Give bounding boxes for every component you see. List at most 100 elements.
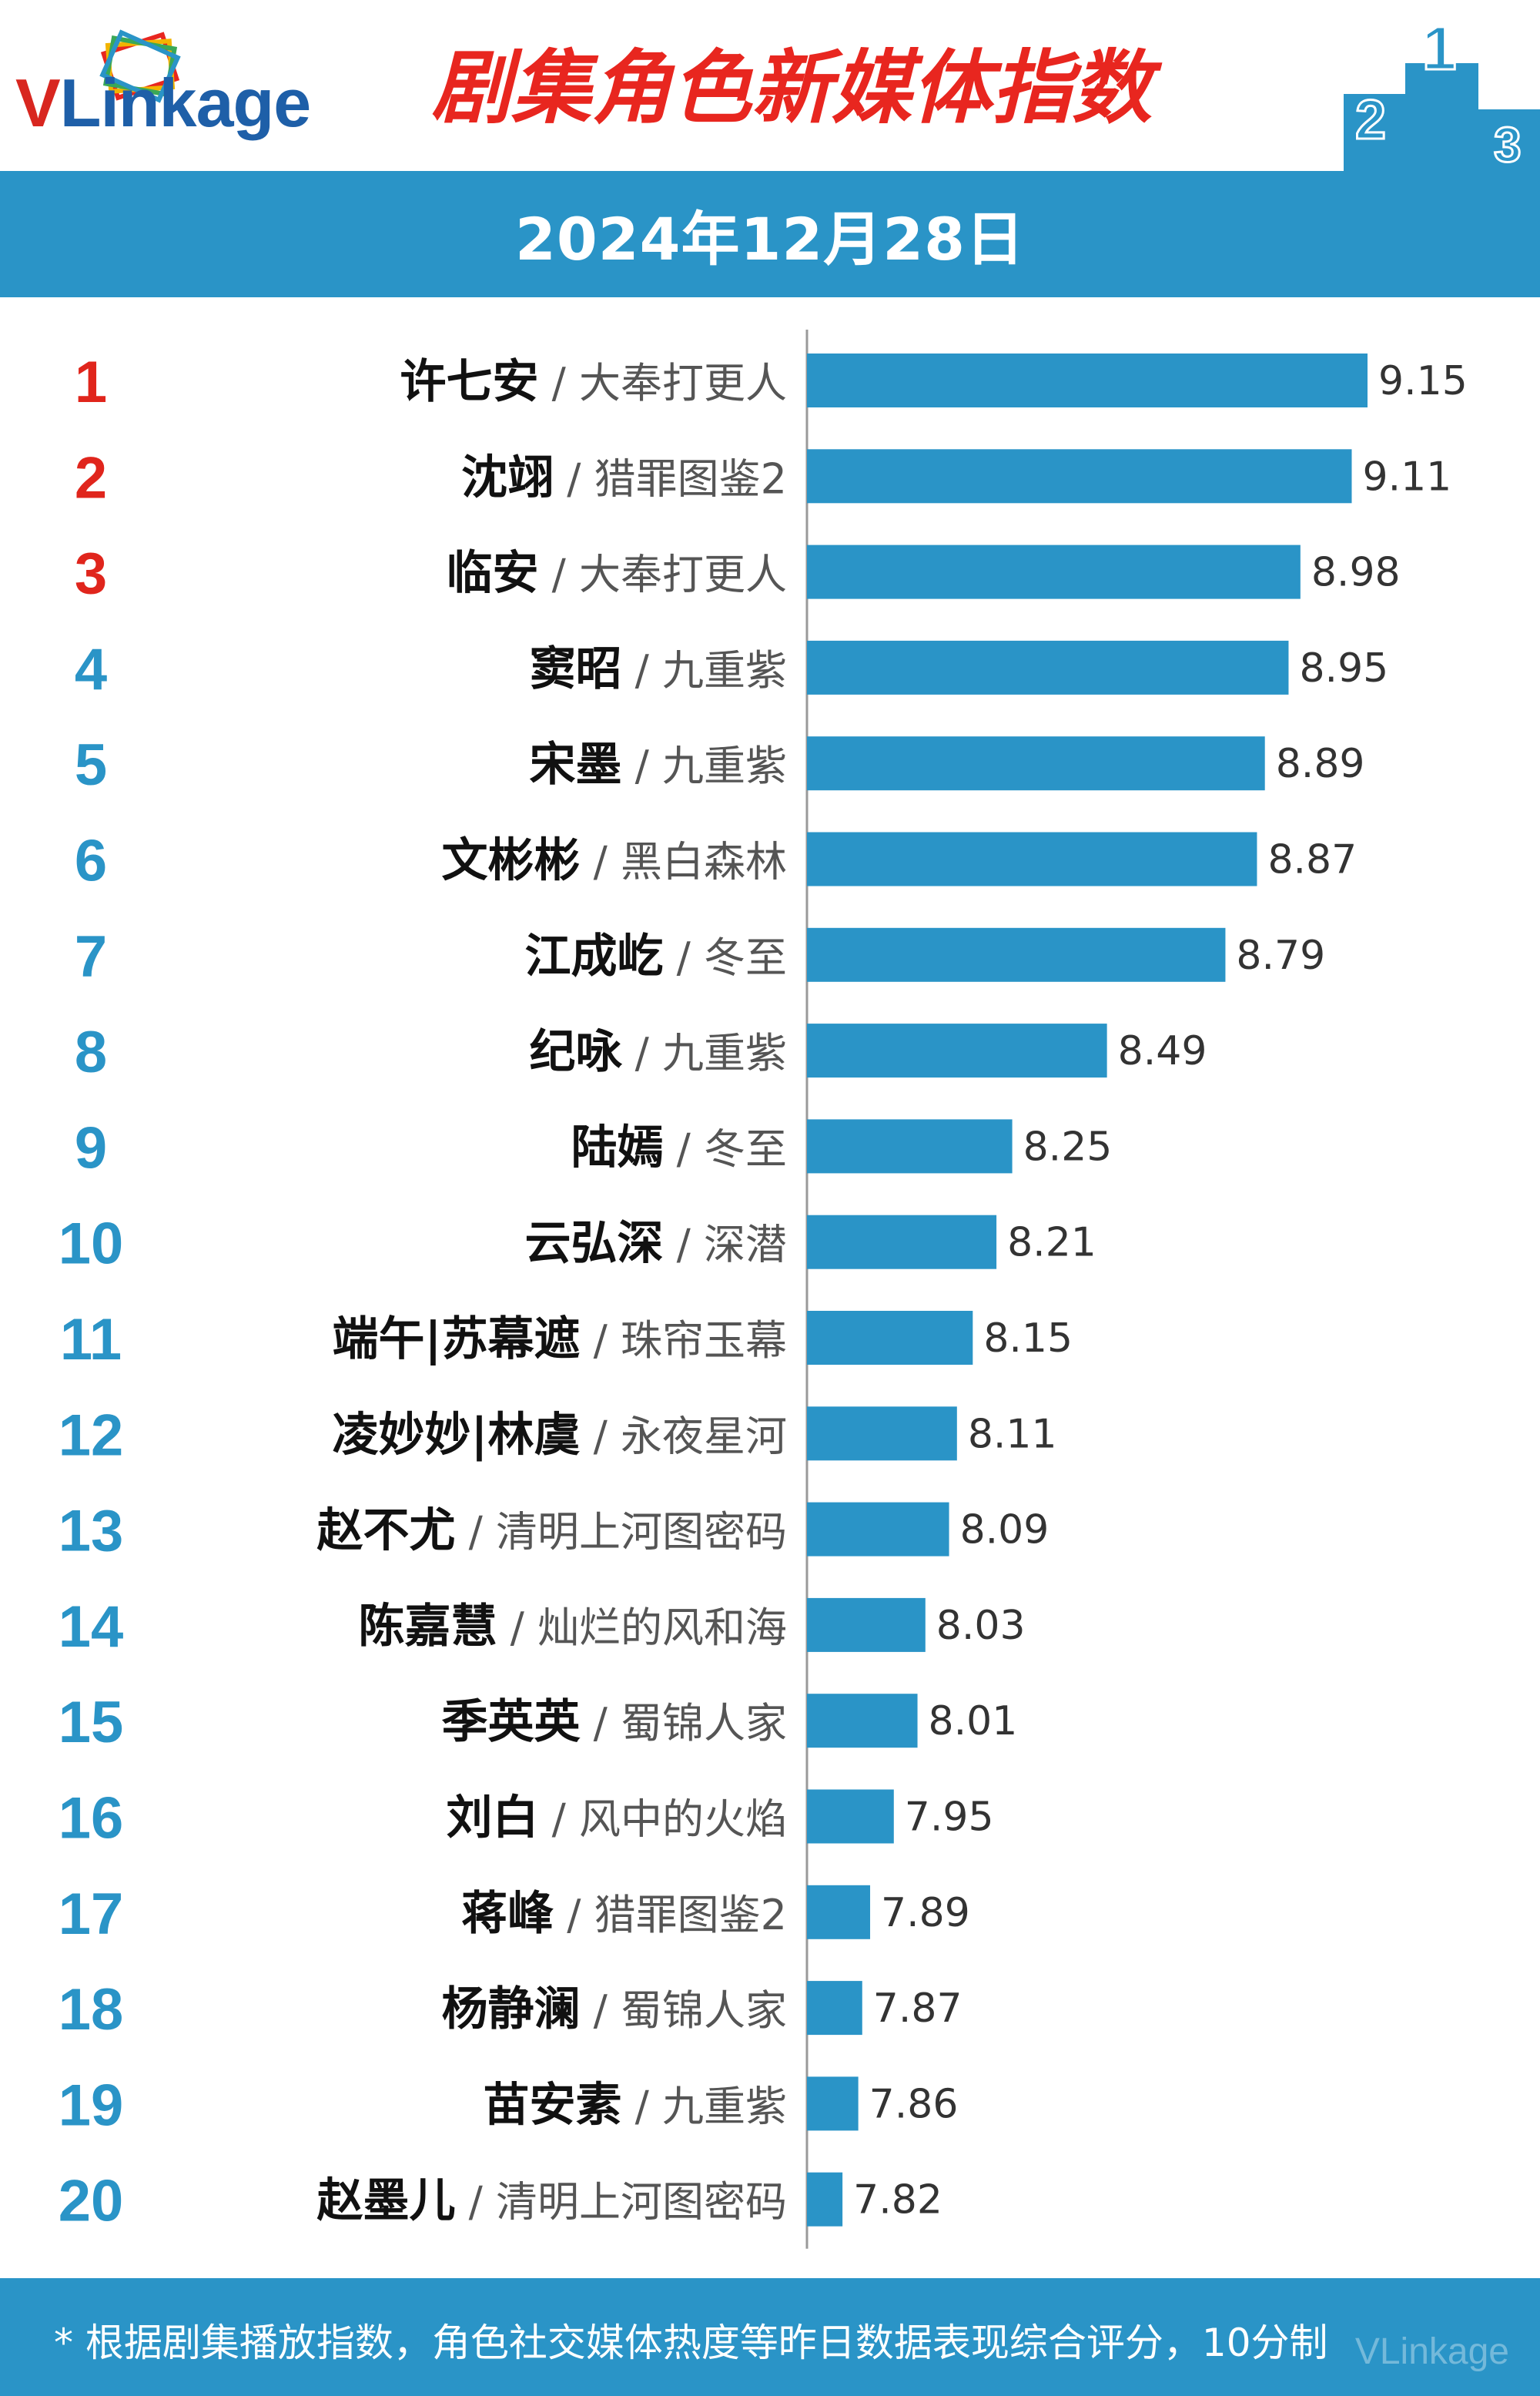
- bar: [807, 354, 1368, 407]
- row-label: 赵不尤 / 清明上河图密码: [316, 1504, 787, 1558]
- character-name: 杨静澜: [441, 1982, 580, 2036]
- bar: [807, 832, 1257, 886]
- value-label: 8.25: [1023, 1124, 1113, 1170]
- drama-title: / 九重紫: [621, 2082, 787, 2130]
- date-label: 2024年12月28日: [514, 205, 1026, 273]
- row-label: 江成屹 / 冬至: [524, 930, 787, 984]
- drama-title: / 九重紫: [621, 646, 787, 695]
- ranking-chart-svg: 1 许七安 / 大奉打更人 9.15 2 沈翊 / 猎罪图鉴2 9.11 3 临安 / 大奉打…: [59, 330, 1468, 2249]
- drama-title: / 清明上河图密码: [455, 2178, 787, 2227]
- row-label: 沈翊 / 猎罪图鉴2: [461, 451, 787, 504]
- drama-title: / 冬至: [663, 1124, 787, 1173]
- podium-icon: 2 1 3: [1344, 23, 1540, 171]
- row-label: 临安 / 大奉打更人: [446, 547, 787, 601]
- value-label: 7.82: [853, 2177, 942, 2223]
- character-name: 蒋峰: [461, 1887, 554, 1941]
- value-label: 8.01: [929, 1698, 1018, 1744]
- bar: [807, 1024, 1107, 1078]
- rank-number: 4: [75, 637, 107, 702]
- bar: [807, 1119, 1013, 1174]
- footer: * 根据剧集播放指数，角色社交媒体热度等昨日数据表现综合评分，10分制 VLin…: [0, 2278, 1540, 2396]
- drama-title: / 深潜: [663, 1221, 787, 1269]
- row-label: 窦昭 / 九重紫: [529, 642, 787, 696]
- rank-number: 16: [59, 1786, 124, 1851]
- value-label: 7.89: [881, 1890, 970, 1936]
- bar: [807, 1981, 862, 2036]
- drama-title: / 灿烂的风和海: [497, 1603, 787, 1652]
- drama-title: / 永夜星河: [580, 1412, 787, 1460]
- row-label: 凌妙妙|林虞 / 永夜星河: [333, 1408, 787, 1462]
- value-label: 8.11: [968, 1411, 1057, 1457]
- character-name: 纪咏: [529, 1025, 622, 1079]
- rank-number: 7: [75, 924, 107, 990]
- character-name: 刘白: [446, 1791, 538, 1845]
- page-title: 剧集角色新媒体指数: [431, 41, 1153, 135]
- row-label: 云弘深 / 深潜: [524, 1217, 787, 1271]
- rank-number: 11: [60, 1307, 122, 1372]
- bar: [807, 1789, 894, 1844]
- bar: [807, 1597, 926, 1652]
- logo-text: VLinkage: [15, 69, 311, 137]
- rank-number: 12: [59, 1402, 124, 1468]
- podium-number-1: 1: [1422, 23, 1457, 82]
- bar: [807, 1694, 918, 1748]
- drama-title: / 猎罪图鉴2: [554, 454, 787, 503]
- bar: [807, 736, 1265, 791]
- row-label: 苗安素 / 九重紫: [483, 2078, 787, 2132]
- rank-number: 17: [59, 1882, 124, 1947]
- value-label: 8.98: [1311, 550, 1401, 596]
- rank-number: 9: [75, 1115, 107, 1181]
- rank-number: 10: [59, 1211, 124, 1277]
- row-label: 纪咏 / 九重紫: [529, 1025, 787, 1079]
- rank-number: 2: [75, 445, 107, 511]
- bar: [807, 640, 1289, 695]
- ranking-chart: 1 许七安 / 大奉打更人 9.15 2 沈翊 / 猎罪图鉴2 9.11 3 临安 / 大奉打…: [0, 297, 1540, 2274]
- value-label: 9.11: [1362, 454, 1451, 500]
- character-name: 临安: [446, 547, 538, 601]
- podium-number-2: 2: [1355, 89, 1386, 151]
- bar: [807, 927, 1226, 982]
- value-label: 7.86: [869, 2081, 959, 2127]
- bar: [807, 1502, 949, 1557]
- bar: [807, 1215, 997, 1269]
- character-name: 端午|苏幕遮: [333, 1312, 581, 1366]
- row-label: 陈嘉慧 / 灿烂的风和海: [358, 1600, 787, 1654]
- rank-number: 1: [75, 350, 107, 415]
- character-name: 沈翊: [461, 451, 554, 504]
- rank-number: 8: [75, 1020, 107, 1085]
- row-label: 季英英 / 蜀锦人家: [441, 1695, 787, 1749]
- row-label: 刘白 / 风中的火焰: [446, 1791, 787, 1845]
- value-label: 8.03: [936, 1603, 1026, 1649]
- value-label: 8.15: [983, 1315, 1073, 1362]
- header: VLinkage 剧集角色新媒体指数 2 1 3: [0, 0, 1540, 171]
- drama-title: / 冬至: [663, 933, 787, 982]
- drama-title: / 风中的火焰: [538, 1795, 787, 1844]
- value-label: 8.09: [960, 1507, 1050, 1553]
- bar: [807, 1885, 871, 1939]
- character-name: 江成屹: [524, 930, 663, 984]
- value-label: 7.87: [873, 1985, 962, 2032]
- rank-number: 14: [59, 1594, 124, 1660]
- rank-number: 6: [75, 829, 107, 894]
- character-name: 文彬彬: [441, 834, 580, 888]
- character-name: 宋墨: [529, 738, 621, 792]
- drama-title: / 大奉打更人: [538, 359, 787, 407]
- date-banner: 2024年12月28日: [0, 171, 1540, 297]
- drama-title: / 蜀锦人家: [580, 1986, 787, 2035]
- logo-linkage: Linkage: [59, 65, 312, 141]
- value-label: 9.15: [1378, 358, 1468, 404]
- row-label: 蒋峰 / 猎罪图鉴2: [461, 1887, 787, 1941]
- character-name: 云弘深: [524, 1217, 663, 1271]
- character-name: 凌妙妙|林虞: [333, 1408, 581, 1462]
- value-label: 8.87: [1267, 837, 1357, 883]
- row-label: 许七安 / 大奉打更人: [400, 355, 787, 409]
- rank-number: 13: [59, 1499, 124, 1564]
- value-label: 8.21: [1007, 1220, 1096, 1266]
- bar: [807, 1311, 973, 1365]
- value-label: 8.79: [1236, 933, 1325, 979]
- row-label: 文彬彬 / 黑白森林: [441, 834, 787, 888]
- logo-frames-icon: [99, 29, 181, 103]
- bar: [807, 449, 1352, 504]
- rank-number: 5: [75, 732, 107, 798]
- row-label: 赵墨儿 / 清明上河图密码: [316, 2174, 787, 2228]
